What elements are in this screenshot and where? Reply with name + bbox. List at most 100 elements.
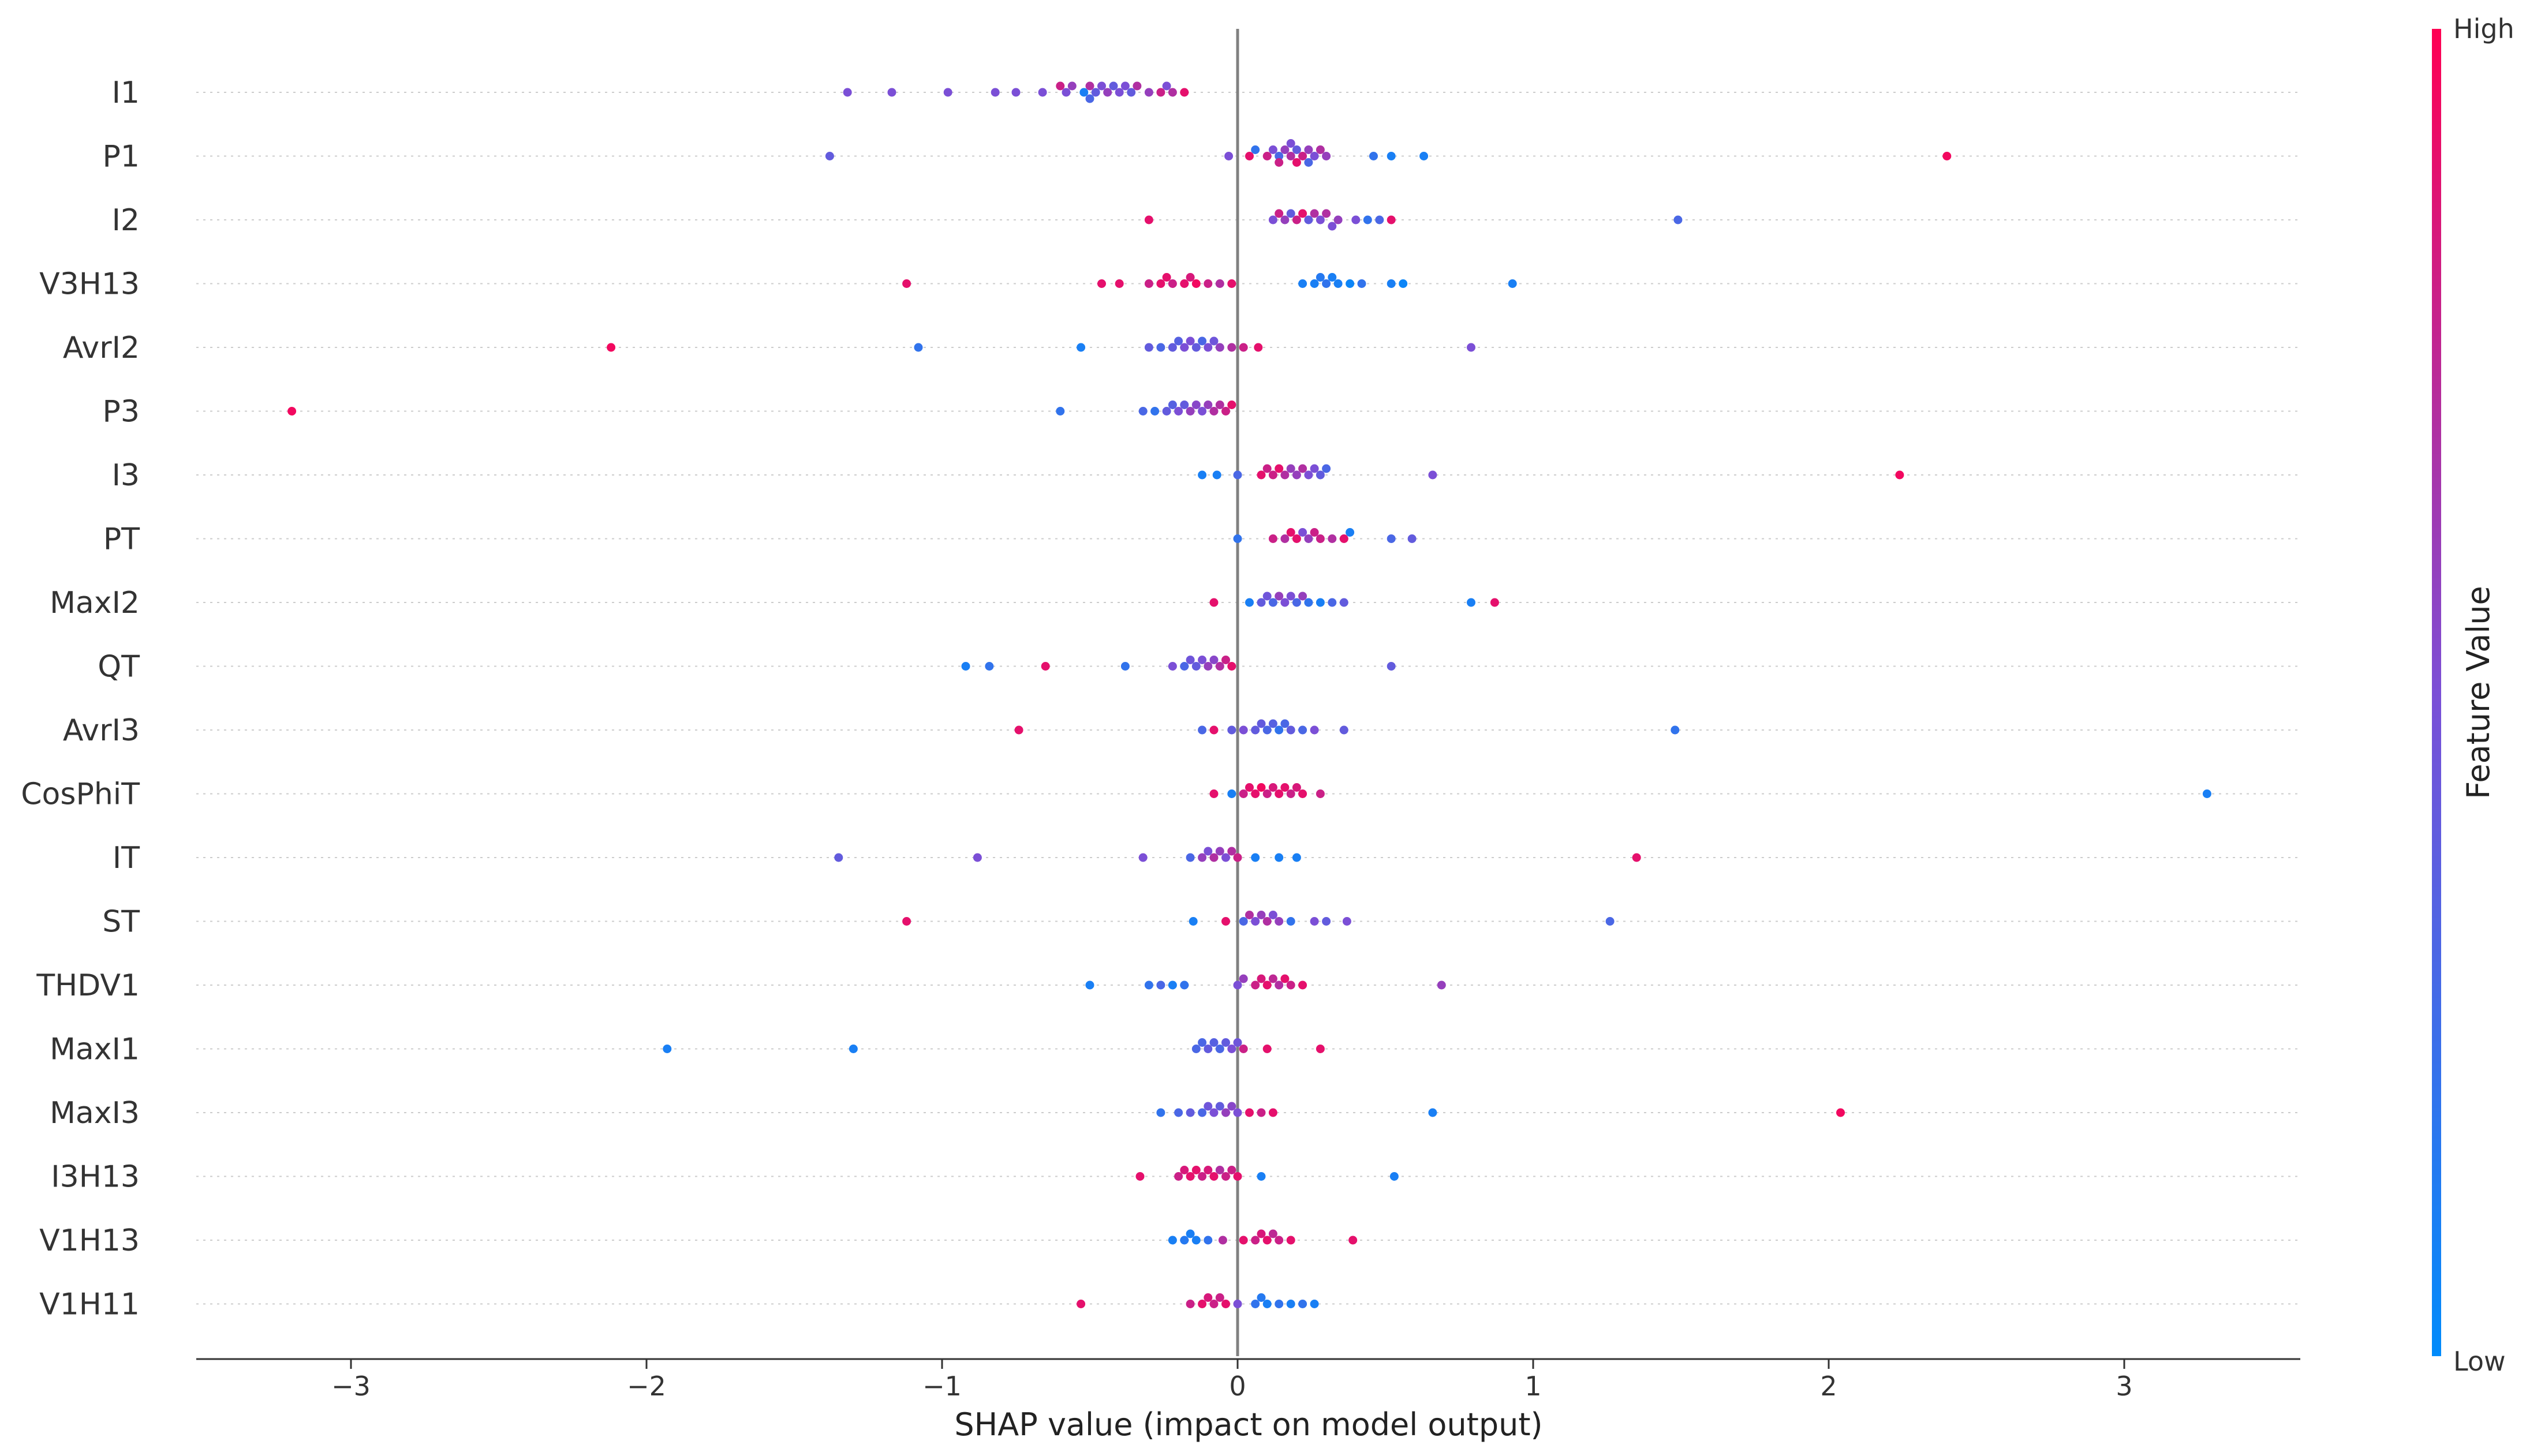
shap-point <box>1186 656 1195 664</box>
shap-point <box>1115 88 1124 97</box>
shap-point <box>1180 662 1189 671</box>
shap-point <box>1221 407 1230 416</box>
shap-point <box>1174 336 1183 346</box>
colorbar-low-label: Low <box>2453 1346 2506 1377</box>
shap-point <box>1257 598 1266 607</box>
shap-point <box>1233 1038 1242 1047</box>
shap-point <box>1091 88 1100 97</box>
shap-point <box>1328 598 1337 607</box>
shap-point <box>1328 222 1337 231</box>
shap-point <box>1286 789 1295 798</box>
shap-point <box>1209 1172 1219 1181</box>
shap-point <box>1251 853 1260 862</box>
shap-point <box>1162 273 1171 282</box>
shap-point <box>1316 145 1325 154</box>
shap-point <box>1180 401 1189 409</box>
shap-point <box>1298 725 1307 735</box>
shap-point <box>1262 917 1272 926</box>
shap-point <box>1180 343 1189 352</box>
shap-point <box>1198 1038 1207 1047</box>
shap-point <box>1186 1229 1195 1238</box>
shap-point <box>1209 853 1219 862</box>
shap-point <box>1221 1038 1230 1047</box>
shap-point <box>1286 1236 1295 1245</box>
shap-point <box>1162 407 1171 416</box>
shap-point <box>1215 1293 1224 1302</box>
shap-point <box>1275 1300 1284 1308</box>
shap-point <box>1310 464 1319 473</box>
shap-point <box>1233 1172 1242 1181</box>
shap-point <box>1357 279 1366 288</box>
shap-point <box>1162 81 1171 91</box>
shap-point <box>1257 1172 1266 1181</box>
shap-point <box>1262 1045 1272 1053</box>
shap-point <box>1342 917 1351 926</box>
shap-point <box>1322 917 1331 926</box>
colorbar <box>2432 29 2441 1356</box>
shap-point <box>1180 1166 1189 1174</box>
shap-point <box>1186 407 1195 416</box>
shap-point <box>1174 1172 1183 1181</box>
shap-point <box>1942 152 1952 160</box>
shap-point <box>1508 279 1517 288</box>
shap-point <box>843 88 852 97</box>
shap-point <box>1437 980 1446 990</box>
colorbar-high-label: High <box>2453 13 2514 44</box>
shap-point <box>1227 343 1236 352</box>
shap-point <box>985 662 994 671</box>
shap-point <box>1191 1166 1201 1174</box>
shap-point <box>1275 1236 1284 1245</box>
shap-point <box>1298 1300 1307 1308</box>
shap-point <box>1245 152 1254 160</box>
shap-point <box>1186 853 1195 862</box>
x-tick-label: 3 <box>2116 1371 2132 1402</box>
shap-point <box>1239 725 1248 735</box>
shap-point <box>1467 598 1475 607</box>
shap-point <box>1077 1300 1086 1308</box>
feature-label: I1 <box>112 76 140 110</box>
shap-point <box>1221 656 1230 664</box>
shap-point <box>1275 592 1284 601</box>
shap-point <box>1085 94 1094 103</box>
shap-point <box>1268 719 1277 728</box>
shap-point <box>1062 88 1071 97</box>
x-tick-label: −2 <box>627 1371 666 1402</box>
shap-point <box>1198 1172 1207 1181</box>
shap-point <box>1233 980 1242 990</box>
shap-point <box>1251 1300 1260 1308</box>
shap-point <box>1298 464 1307 473</box>
shap-point <box>1180 88 1189 97</box>
shap-point <box>1041 662 1050 671</box>
shap-point <box>1298 279 1307 288</box>
shap-point <box>1251 917 1260 926</box>
shap-point <box>1209 598 1219 607</box>
shap-point <box>1227 789 1236 798</box>
shap-point <box>1419 152 1429 160</box>
shap-point <box>1239 974 1248 983</box>
shap-point <box>1204 847 1213 856</box>
shap-point <box>1227 1102 1236 1111</box>
shap-point <box>1310 1300 1319 1308</box>
shap-point <box>1292 783 1301 792</box>
shap-point <box>1280 145 1290 154</box>
shap-point <box>1239 789 1248 798</box>
shap-point <box>1268 470 1277 480</box>
shap-point <box>1275 725 1284 735</box>
shap-point <box>1156 279 1165 288</box>
shap-point <box>1198 407 1207 416</box>
shap-point <box>1138 853 1148 862</box>
shap-point <box>1673 215 1683 224</box>
shap-point <box>1204 1166 1213 1174</box>
shap-point <box>1215 1166 1224 1174</box>
feature-label: IT <box>113 841 140 875</box>
shap-point <box>1156 343 1165 352</box>
shap-point <box>1056 407 1065 416</box>
shap-point <box>1292 853 1301 862</box>
shap-point <box>1233 534 1242 543</box>
shap-point <box>1275 789 1284 798</box>
shap-point <box>1079 88 1089 97</box>
shap-point <box>1262 1300 1272 1308</box>
shap-point <box>1605 917 1615 926</box>
shap-point <box>1895 470 1904 480</box>
